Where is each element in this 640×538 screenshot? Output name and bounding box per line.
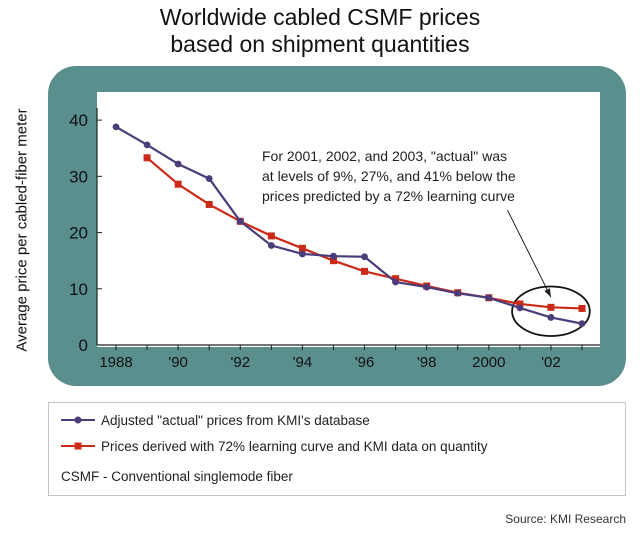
- data-point-actual: [330, 252, 337, 260]
- data-point-actual: [547, 314, 555, 321]
- x-tick-label: '90: [168, 354, 188, 371]
- y-tick-label: 20: [69, 224, 88, 243]
- csmf-definition-note: CSMF - Conventional singlemode fiber: [61, 468, 293, 484]
- highlight-ellipse: [511, 285, 591, 337]
- data-point-actual: [205, 175, 213, 182]
- annotation-arrow: [506, 209, 552, 298]
- data-point-learning-curve: [547, 303, 555, 311]
- data-point-actual: [143, 141, 151, 149]
- x-tick-label: 1988: [99, 354, 132, 371]
- legend-label-learning-curve: Prices derived with 72% learning curve a…: [101, 438, 488, 454]
- y-tick-label: 40: [69, 111, 88, 130]
- annotation-text-line: For 2001, 2002, and 2003, "actual" was: [262, 148, 507, 164]
- data-point-learning-curve: [298, 244, 306, 252]
- legend-label-actual: Adjusted "actual" prices from KMI's data…: [101, 412, 370, 428]
- data-point-learning-curve: [174, 180, 182, 188]
- legend-swatch-actual: [61, 416, 95, 424]
- x-tick-label: '98: [417, 354, 437, 371]
- legend-item-actual: Adjusted "actual" prices from KMI's data…: [61, 409, 370, 431]
- annotation-arrowhead: [544, 288, 551, 298]
- data-point-actual: [485, 294, 493, 302]
- legend-note: CSMF - Conventional singlemode fiber: [61, 465, 293, 487]
- x-tick-label: 2000: [472, 354, 505, 371]
- data-point-actual: [112, 123, 120, 131]
- annotation-text-line: at levels of 9%, 27%, and 41% below the: [262, 168, 516, 184]
- data-point-actual: [174, 160, 182, 168]
- data-point-learning-curve: [329, 257, 337, 265]
- y-tick-label: 10: [69, 280, 88, 299]
- data-point-learning-curve: [516, 300, 524, 308]
- x-tick-label: '92: [230, 354, 250, 371]
- chart-svg: 0 10 20 30 40 1988 '90 '92 '94 '96 '98 2000 '02 For …: [48, 66, 626, 386]
- annotation-text-line: prices predicted by a 72% learning curve: [262, 188, 515, 204]
- legend-swatch-learning-curve: [61, 442, 95, 450]
- data-point-actual: [423, 283, 431, 291]
- data-point-learning-curve: [205, 200, 213, 208]
- data-point-actual: [578, 320, 586, 328]
- chart-title-line-2: based on shipment quantities: [170, 31, 470, 57]
- data-point-learning-curve: [267, 232, 275, 240]
- series-line-actual: [115, 125, 583, 325]
- data-point-actual: [267, 242, 275, 249]
- x-tick-label: '02: [541, 354, 561, 371]
- x-tick-label: '94: [293, 354, 313, 371]
- data-point-actual: [454, 289, 462, 297]
- data-point-actual: [236, 217, 244, 225]
- data-point-actual: [299, 250, 306, 258]
- y-tick-label: 30: [69, 167, 88, 186]
- data-point-actual: [361, 253, 368, 261]
- data-point-learning-curve: [361, 267, 369, 275]
- legend-item-learning-curve: Prices derived with 72% learning curve a…: [61, 435, 487, 457]
- data-point-actual: [516, 304, 524, 312]
- x-tick-label: '96: [355, 354, 375, 371]
- data-point-learning-curve: [143, 154, 151, 162]
- data-point-learning-curve: [578, 304, 586, 312]
- legend: Adjusted "actual" prices from KMI's data…: [48, 402, 626, 496]
- source-credit: Source: KMI Research: [505, 512, 626, 526]
- y-tick-label: 0: [79, 336, 88, 355]
- chart-title-line-1: Worldwide cabled CSMF prices: [159, 4, 481, 30]
- data-point-actual: [392, 278, 399, 286]
- plot-area: [97, 92, 600, 347]
